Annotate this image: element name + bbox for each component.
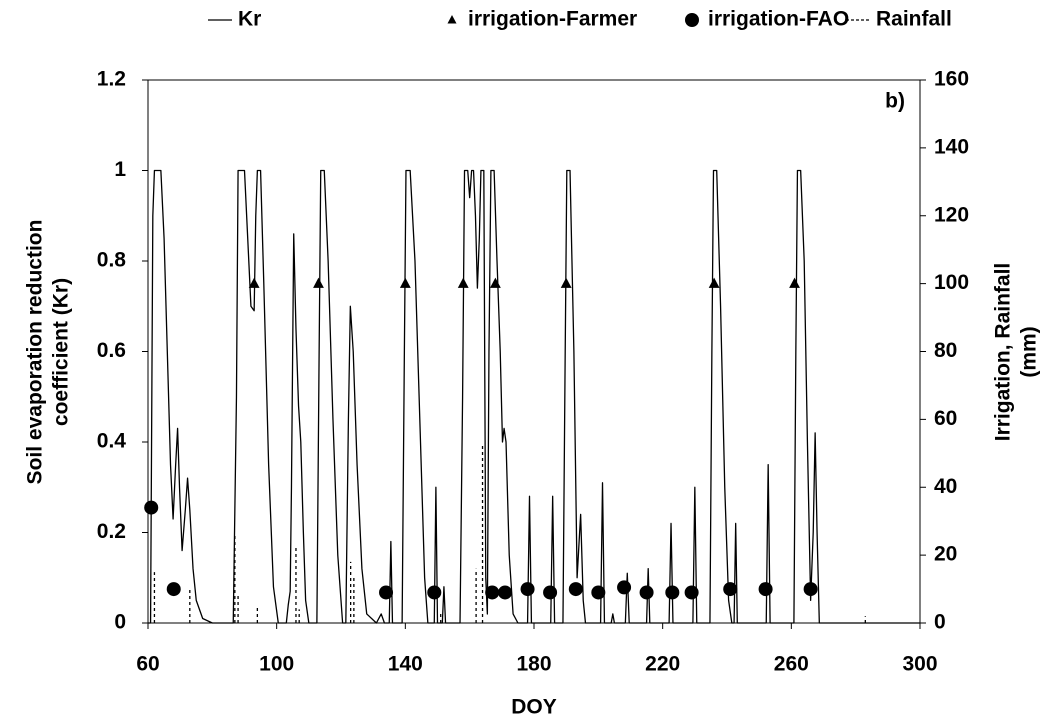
y-tick-label: 1.2 (97, 68, 126, 91)
circle-marker (379, 585, 394, 600)
circle-marker (144, 500, 159, 515)
y2-tick-label: 20 (934, 543, 957, 566)
y-tick-label: 0.4 (97, 430, 127, 453)
y2-tick-label: 60 (934, 407, 957, 430)
legend-label: Kr (238, 8, 261, 31)
y-tick-label: 0.6 (97, 339, 126, 362)
y2-axis-label: Irrigation, Rainfall (992, 263, 1015, 442)
triangle-marker (248, 277, 260, 288)
circle-marker (803, 582, 818, 597)
legend-label: irrigation-Farmer (468, 8, 637, 31)
triangle-marker (708, 277, 720, 288)
circle-marker (498, 585, 513, 600)
y2-tick-label: 40 (934, 475, 957, 498)
plot-frame (147, 79, 921, 624)
y2-tick-label: 0 (934, 611, 946, 634)
circle-marker (485, 585, 500, 600)
circle-marker (639, 585, 654, 600)
triangle-marker (490, 277, 501, 288)
y-tick-label: 0.2 (97, 520, 126, 543)
x-tick-label: 220 (645, 653, 680, 676)
triangle-marker (399, 277, 411, 288)
kr-line (148, 169, 920, 624)
circle-marker (543, 585, 558, 600)
y-tick-label: 1 (114, 158, 126, 181)
legend-circle (685, 13, 699, 27)
circle-marker (591, 585, 606, 600)
annotation: b) (885, 90, 905, 113)
circle-marker (520, 582, 535, 597)
x-tick-label: 300 (902, 653, 937, 676)
circle-marker (684, 585, 699, 600)
circle-marker (427, 585, 442, 600)
circle-marker (665, 585, 680, 600)
y-tick-label: 0.8 (97, 249, 127, 272)
x-tick-label: 140 (388, 653, 423, 676)
legend-triangle (447, 15, 457, 24)
y2-axis-label: (mm) (1018, 326, 1041, 377)
y-axis-label: Soil evaporation reduction (24, 220, 47, 485)
triangle-marker (457, 277, 469, 288)
circle-marker (758, 582, 773, 597)
legend-label: irrigation-FAO (708, 8, 849, 31)
y2-tick-label: 80 (934, 339, 957, 362)
y-tick-label: 0 (114, 611, 126, 634)
y2-tick-label: 120 (934, 203, 969, 226)
legend-label: Rainfall (876, 8, 952, 31)
circle-marker (723, 582, 738, 597)
x-tick-label: 100 (259, 653, 294, 676)
y2-tick-label: 160 (934, 68, 969, 91)
triangle-marker (560, 277, 572, 288)
circle-marker (568, 582, 583, 597)
circle-marker (166, 582, 181, 597)
x-tick-label: 60 (136, 653, 159, 676)
x-axis-label: DOY (511, 696, 557, 719)
y2-tick-label: 140 (934, 135, 969, 158)
circle-marker (617, 580, 632, 595)
y2-tick-label: 100 (934, 271, 969, 294)
triangle-marker (789, 277, 800, 288)
x-tick-label: 260 (774, 653, 809, 676)
triangle-marker (313, 277, 324, 288)
x-tick-label: 180 (516, 653, 551, 676)
y-axis-label: coefficient (Kr) (50, 278, 73, 426)
